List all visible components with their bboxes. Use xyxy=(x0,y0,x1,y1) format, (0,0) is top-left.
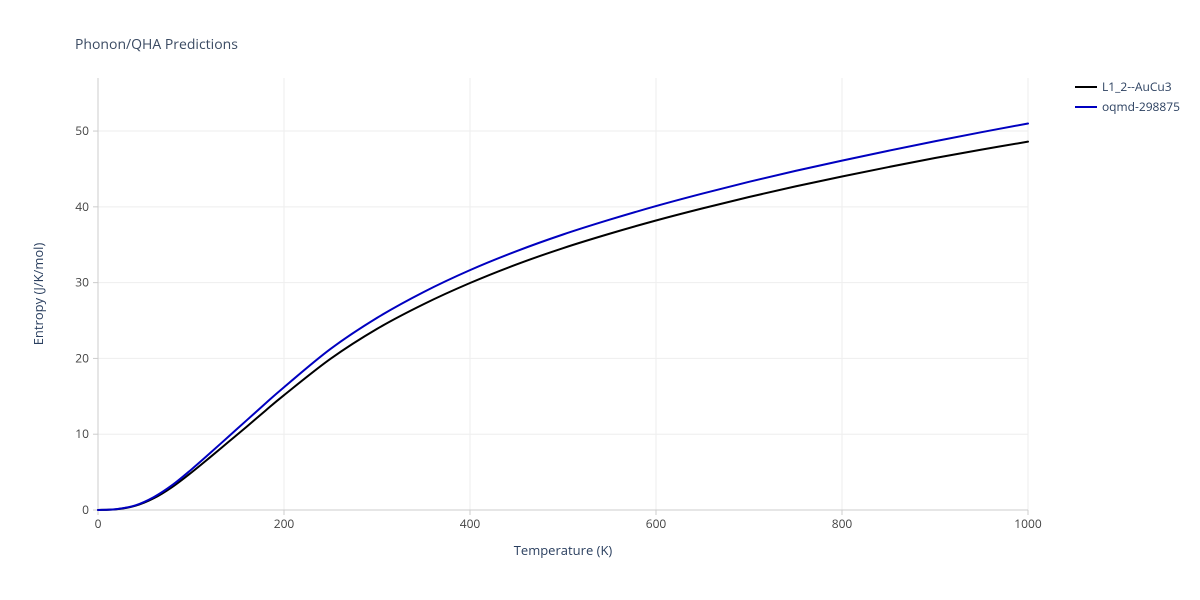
legend-label: L1_2--AuCu3 xyxy=(1102,78,1172,95)
legend-item[interactable]: oqmd-298875 xyxy=(1075,98,1180,115)
y-tick-label: 40 xyxy=(75,198,89,215)
y-axis-title: Entropy (J/K/mol) xyxy=(29,243,47,346)
x-tick-label: 800 xyxy=(832,515,853,532)
y-tick-label: 50 xyxy=(75,122,89,139)
y-tick-label: 10 xyxy=(75,425,89,442)
legend-swatch xyxy=(1075,106,1097,108)
x-tick-label: 1000 xyxy=(1014,515,1042,532)
legend-label: oqmd-298875 xyxy=(1102,98,1180,115)
legend: L1_2--AuCu3 oqmd-298875 xyxy=(1075,78,1180,118)
x-axis-title: Temperature (K) xyxy=(514,541,613,559)
chart-svg: 0 200 400 600 800 1000 0 10 20 30 40 50 Temperature … xyxy=(0,0,1200,600)
x-tick-label: 600 xyxy=(646,515,667,532)
y-tick-label: 30 xyxy=(75,274,89,291)
x-tick-label: 0 xyxy=(95,515,102,532)
y-tick-label: 20 xyxy=(75,349,89,366)
x-tick-label: 400 xyxy=(460,515,481,532)
plot-area[interactable] xyxy=(98,78,1028,510)
legend-item[interactable]: L1_2--AuCu3 xyxy=(1075,78,1180,95)
y-tick-label: 0 xyxy=(82,501,89,518)
x-tick-label: 200 xyxy=(274,515,295,532)
chart-container: Phonon/QHA Predictions 02004006008001000… xyxy=(0,0,1200,600)
legend-swatch xyxy=(1075,86,1097,88)
